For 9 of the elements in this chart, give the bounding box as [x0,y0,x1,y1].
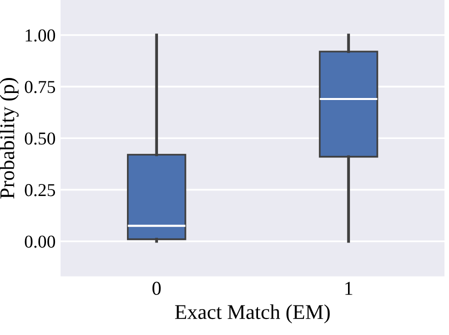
y-tick-label: 0.00 [24,236,56,248]
y-tick-label: 0.50 [24,132,56,145]
y-tick-label: 1.00 [26,29,56,42]
x-tick-label: 0 [152,282,161,295]
y-tick-label: 0.75 [24,80,56,94]
x-axis-title: Exact Match (EM) [175,304,330,324]
y-tick-label: 0.25 [24,184,56,196]
y-axis-title: Probability (p) [0,78,19,199]
x-tick-label: 1 [345,282,352,295]
